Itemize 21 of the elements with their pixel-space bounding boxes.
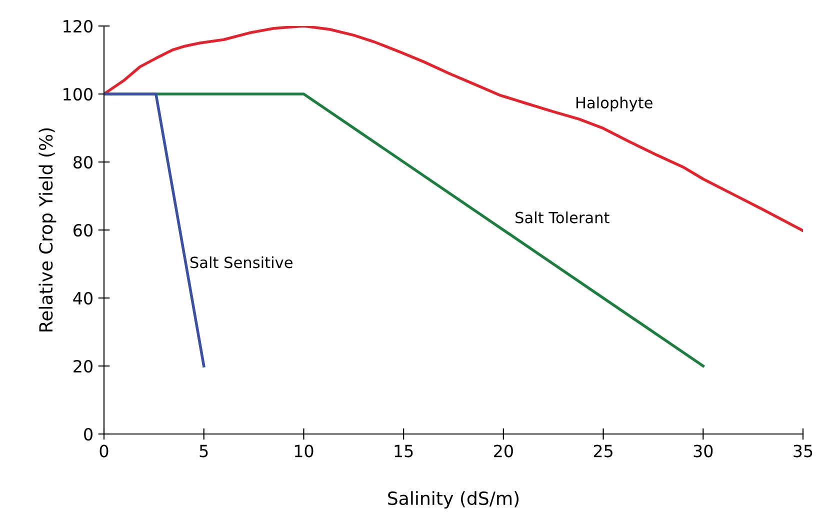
x-tick-label: 10 — [294, 444, 314, 458]
y-tick-label: 80 — [74, 156, 92, 169]
y-axis-title: Relative Crop Yield (%) — [38, 128, 56, 332]
y-tick-label: 20 — [74, 360, 92, 373]
line-series — [104, 26, 803, 232]
x-axis-title: Salinity (dS/m) — [388, 491, 519, 509]
y-tick-label: 120 — [64, 20, 92, 33]
x-tick-label: 15 — [394, 444, 413, 458]
y-tick-label: 40 — [73, 292, 92, 305]
y-tick-label: 100 — [64, 88, 92, 101]
x-tick-label: 5 — [200, 444, 208, 458]
x-tick-label: 0 — [100, 444, 108, 458]
y-tick-label: 60 — [74, 224, 92, 237]
series-label: Salt Sensitive — [190, 256, 292, 268]
x-tick-label: 30 — [694, 444, 713, 458]
x-tick-label: 35 — [794, 444, 812, 458]
x-tick-label: 25 — [594, 444, 612, 458]
x-tick-label: 20 — [494, 444, 513, 458]
y-tick-label: 0 — [84, 428, 92, 441]
series-label: Salt Tolerant — [516, 211, 610, 224]
series-label: Halophyte — [576, 96, 652, 112]
